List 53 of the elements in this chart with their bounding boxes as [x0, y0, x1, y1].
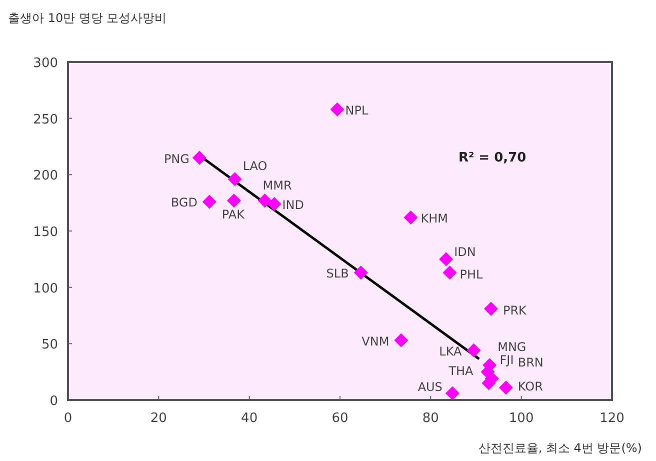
annotation: AUS [418, 380, 442, 394]
point [267, 196, 282, 211]
annotation: PHL [460, 268, 483, 282]
annotation: VNM [362, 334, 390, 348]
y-tick-label: 50 [41, 338, 58, 353]
annotation: THA [448, 364, 474, 378]
point [466, 343, 481, 358]
point [445, 386, 460, 400]
point [226, 194, 241, 208]
point [439, 252, 454, 266]
annotation: MNG [498, 340, 526, 354]
annotation: R² = 0,70 [458, 150, 526, 166]
annotation: IDN [454, 245, 476, 260]
annotation: MMR [262, 178, 292, 193]
point [354, 266, 368, 280]
x-tick-label: 0 [64, 411, 72, 426]
annotation: KOR [518, 380, 543, 394]
y-tick-label: 250 [33, 112, 58, 128]
point [442, 266, 457, 280]
x-tick-label: 120 [600, 411, 624, 426]
point [404, 210, 418, 224]
x-tick-label: 100 [508, 411, 534, 426]
x-tick-label: 60 [332, 411, 348, 426]
point [258, 194, 272, 208]
y-tick-label: 200 [33, 168, 58, 184]
point [330, 102, 344, 116]
annotation: PRK [502, 304, 528, 318]
annotation: KHM [420, 211, 448, 226]
point [202, 194, 216, 209]
annotation: IND [282, 198, 304, 212]
y-tick-label: 150 [33, 225, 58, 240]
annotation: SLB [326, 266, 349, 281]
annotation: BRN [518, 356, 544, 370]
x-tick-label: 80 [422, 411, 439, 426]
point [228, 172, 242, 186]
x-tick-label: 20 [150, 411, 167, 426]
annotation: PNG [164, 152, 190, 166]
point [192, 150, 206, 165]
annotation: BGD [170, 196, 198, 210]
annotation: LAO [242, 159, 268, 174]
point [484, 302, 498, 316]
annotation: LKA [439, 344, 463, 358]
annotation: PAK [222, 208, 246, 222]
point [498, 380, 513, 395]
y-tick-label: 100 [33, 281, 58, 296]
x-tick-label: 40 [241, 411, 258, 426]
y-tick-label: 300 [33, 56, 58, 71]
chart-title: 출생아 10만 명당 모성사망비 [8, 11, 167, 25]
y-tick-label: 0 [50, 394, 58, 409]
annotation: FJI [500, 352, 514, 367]
point [394, 333, 408, 348]
annotation: NPL [345, 103, 368, 118]
x-axis-title: 산전진료율, 최소 4번 방문(%) [478, 441, 642, 455]
